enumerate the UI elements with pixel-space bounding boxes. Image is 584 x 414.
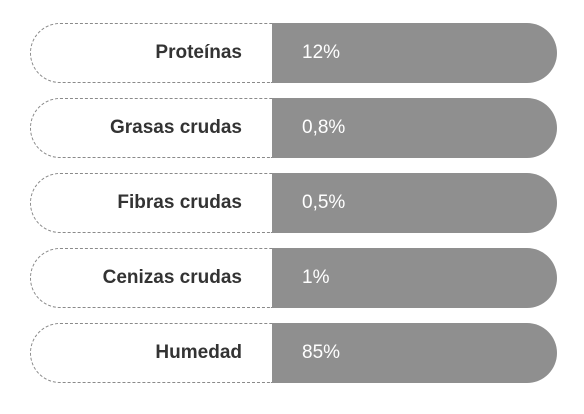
nutrient-value-cell: 85% bbox=[272, 323, 557, 383]
nutrient-value: 12% bbox=[302, 42, 341, 63]
nutrient-label: Cenizas crudas bbox=[102, 267, 242, 288]
nutrient-value-cell: 0,8% bbox=[272, 98, 557, 158]
nutrition-row-proteinas: Proteínas 12% bbox=[30, 23, 557, 83]
nutrition-table: Proteínas 12% Grasas crudas 0,8% Fibras … bbox=[30, 23, 557, 383]
nutrient-label-cell: Cenizas crudas bbox=[30, 248, 272, 308]
nutrition-row-cenizas-crudas: Cenizas crudas 1% bbox=[30, 248, 557, 308]
nutrient-value-cell: 12% bbox=[272, 23, 557, 83]
nutrient-value: 1% bbox=[302, 267, 330, 288]
nutrient-value: 0,5% bbox=[302, 192, 346, 213]
nutrient-label-cell: Grasas crudas bbox=[30, 98, 272, 158]
nutrient-label-cell: Fibras crudas bbox=[30, 173, 272, 233]
nutrient-label: Proteínas bbox=[155, 42, 242, 63]
nutrient-value: 85% bbox=[302, 342, 341, 363]
nutrient-value-cell: 1% bbox=[272, 248, 557, 308]
nutrient-label: Grasas crudas bbox=[109, 117, 242, 138]
nutrient-value-cell: 0,5% bbox=[272, 173, 557, 233]
nutrition-row-humedad: Humedad 85% bbox=[30, 323, 557, 383]
nutrient-label-cell: Proteínas bbox=[30, 23, 272, 83]
nutrient-value: 0,8% bbox=[302, 117, 346, 138]
nutrition-row-fibras-crudas: Fibras crudas 0,5% bbox=[30, 173, 557, 233]
nutrient-label: Fibras crudas bbox=[117, 192, 242, 213]
nutrition-row-grasas-crudas: Grasas crudas 0,8% bbox=[30, 98, 557, 158]
nutrient-label-cell: Humedad bbox=[30, 323, 272, 383]
nutrient-label: Humedad bbox=[155, 342, 242, 363]
